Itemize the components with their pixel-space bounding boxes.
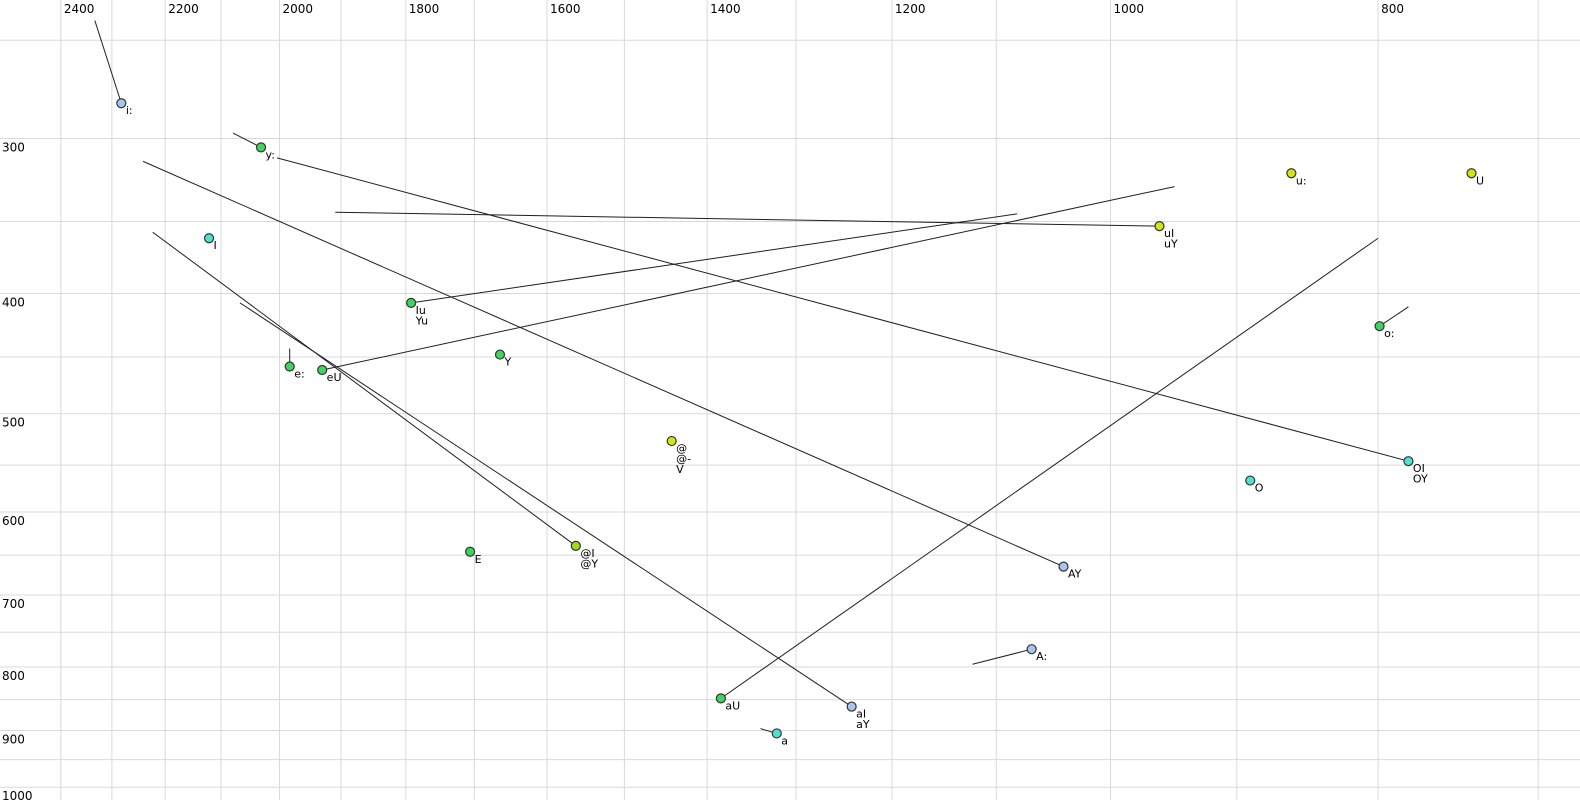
vowel-label-E: E [475, 553, 482, 566]
axis-tick-label-layer: 2400 2200 2000 1800 1600 1400 1200 1000 800 300 40… [2, 2, 1404, 800]
vowel-point-schwa [666, 435, 677, 447]
y-axis-tick-label-1000: 1000 [2, 789, 33, 800]
trajectory-line-i-long [94, 20, 122, 104]
vowel-point-E [465, 546, 476, 557]
vowel-label-schwa-I-2: @Y [580, 557, 598, 570]
vowel-label-schwa-3: V [676, 463, 684, 476]
vowel-label-a: a [781, 734, 788, 747]
vowel-point-AY [1058, 561, 1069, 572]
vowel-label-Iu-Yu-2: Yu [415, 314, 428, 327]
vowel-label-OI-OY-2: OY [1413, 473, 1428, 486]
vowel-label-u-long: u: [1296, 174, 1307, 187]
y-axis-tick-label-400: 400 [2, 296, 25, 310]
vowel-label-U: U [1476, 174, 1484, 187]
x-axis-tick-label-2200: 2200 [168, 2, 199, 16]
x-axis-tick-label-1400: 1400 [710, 2, 741, 16]
vowel-label-uI-uY-1: uI [1164, 227, 1174, 240]
vowel-label-A-long: A: [1036, 650, 1047, 663]
vowel-point-OI-OY [1403, 456, 1414, 467]
vowel-label-y-long: y: [266, 148, 275, 161]
y-axis-tick-label-300: 300 [2, 141, 25, 155]
trajectory-line-o-long [1379, 306, 1409, 327]
vowel-point-O [1245, 475, 1256, 486]
trajectory-line-aU [720, 237, 1379, 699]
vowel-label-Iu-Yu-1: Iu [416, 304, 426, 317]
vowel-label-Y: Y [503, 356, 511, 369]
trajectory-line-aI-aY [239, 302, 852, 707]
vowel-label-O: O [1255, 482, 1264, 495]
y-axis-tick-label-500: 500 [2, 416, 25, 430]
vowel-label-schwa-1: @ [676, 442, 687, 455]
vowel-label-OI-OY-1: OI [1413, 462, 1425, 475]
x-axis-tick-label-2000: 2000 [282, 2, 313, 16]
vowel-point-a [771, 728, 782, 739]
vowel-point-I [203, 233, 215, 244]
x-axis-tick-label-1200: 1200 [895, 2, 926, 16]
vowel-point-eU [317, 364, 328, 376]
vowel-label-eU: eU [327, 371, 342, 384]
vowel-label-o-long: o: [1384, 327, 1394, 340]
vowel-point-uI-uY [1154, 221, 1165, 232]
vowel-label-AY: AY [1068, 568, 1082, 581]
vowel-label-e-long: e: [294, 367, 304, 380]
vowel-point-U [1466, 168, 1477, 179]
trajectory-line-uI-uY [335, 211, 1160, 227]
y-axis-tick-label-800: 800 [2, 669, 25, 683]
trajectory-line-schwa-I [152, 231, 577, 547]
y-axis-tick-label-900: 900 [2, 732, 25, 746]
vowel-point-Iu-Yu [406, 297, 417, 308]
vowel-point-schwa-I [570, 540, 581, 552]
vowel-point-aU [715, 693, 726, 704]
vowel-label-aI-aY-2: aY [856, 718, 870, 731]
x-axis-tick-label-1000: 1000 [1114, 2, 1145, 16]
point-layer [116, 98, 1477, 739]
vowel-point-A-long [1026, 644, 1037, 655]
vowel-label-aU: aU [725, 699, 740, 712]
vowel-label-aI-aY-1: aI [856, 708, 866, 721]
y-axis-tick-label-600: 600 [2, 514, 25, 528]
vowel-label-schwa-2: @- [676, 453, 691, 466]
x-axis-tick-label-2400: 2400 [64, 2, 95, 16]
vowel-point-Y [494, 349, 506, 360]
trajectory-line-OI-OY [276, 157, 1409, 462]
vowel-point-o-long [1374, 321, 1385, 332]
x-axis-tick-label-800: 800 [1381, 2, 1404, 16]
y-axis-tick-label-700: 700 [2, 597, 25, 611]
vowel-point-e-long [284, 361, 295, 372]
vowel-point-aI-aY [846, 701, 857, 712]
trajectory-layer [94, 20, 1409, 734]
trajectory-line-A-long [972, 648, 1032, 665]
trajectory-line-Iu-Yu [411, 213, 1018, 304]
trajectory-line-eU [322, 186, 1175, 371]
vowel-point-i-long [116, 98, 127, 109]
vowel-label-schwa-I-1: @I [580, 547, 594, 560]
trajectory-line-y-long [232, 132, 262, 148]
vowel-label-i-long: i: [126, 104, 133, 117]
vowel-label-uI-uY-2: uY [1164, 238, 1178, 251]
vowel-point-y-long [255, 142, 267, 153]
x-axis-tick-label-1600: 1600 [550, 2, 581, 16]
vowel-point-u-long [1286, 168, 1297, 179]
vowel-label-I: I [214, 239, 217, 252]
x-axis-tick-label-1800: 1800 [409, 2, 440, 16]
trajectory-line-AY [142, 160, 1064, 568]
